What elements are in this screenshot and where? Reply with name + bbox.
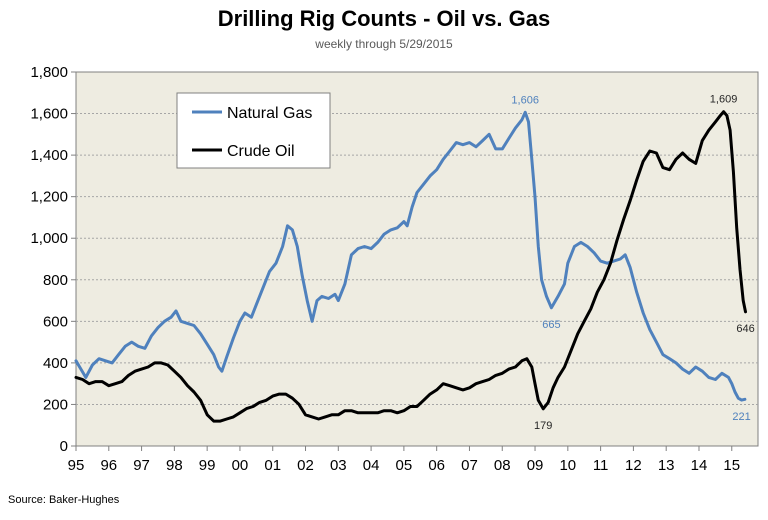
x-tick-label: 07 bbox=[461, 457, 478, 474]
y-tick-label: 0 bbox=[60, 438, 68, 455]
data-label: 665 bbox=[542, 319, 560, 331]
x-tick-label: 15 bbox=[723, 457, 740, 474]
y-tick-label: 800 bbox=[43, 272, 68, 289]
x-tick-label: 95 bbox=[68, 457, 85, 474]
x-tick-label: 06 bbox=[428, 457, 445, 474]
data-label: 1,606 bbox=[511, 94, 539, 106]
chart-subtitle: weekly through 5/29/2015 bbox=[315, 37, 453, 51]
y-tick-label: 1,200 bbox=[30, 189, 68, 206]
x-tick-label: 03 bbox=[330, 457, 347, 474]
crude-oil-line bbox=[74, 110, 747, 423]
x-tick-label: 08 bbox=[494, 457, 511, 474]
x-tick-label: 00 bbox=[232, 457, 249, 474]
legend: Natural Gas Crude Oil bbox=[176, 92, 331, 169]
data-label: 179 bbox=[534, 420, 552, 432]
x-tick-label: 13 bbox=[658, 457, 675, 474]
x-tick-label: 99 bbox=[199, 457, 216, 474]
y-tick-label: 400 bbox=[43, 355, 68, 372]
y-tick-label: 1,600 bbox=[30, 106, 68, 123]
series-lines bbox=[74, 110, 747, 423]
x-tick-label: 02 bbox=[297, 457, 314, 474]
data-label: 646 bbox=[736, 323, 754, 335]
x-tick-label: 04 bbox=[363, 457, 380, 474]
x-tick-label: 05 bbox=[396, 457, 413, 474]
data-annotations: 1,606 665 221 1,609 179 646 bbox=[511, 94, 754, 432]
y-tick-label: 200 bbox=[43, 396, 68, 413]
legend-box bbox=[176, 92, 331, 169]
legend-label-crude-oil: Crude Oil bbox=[227, 143, 295, 160]
x-tick-label: 12 bbox=[625, 457, 642, 474]
x-tick-label: 01 bbox=[264, 457, 281, 474]
x-tick-label: 10 bbox=[559, 457, 576, 474]
axes: 02004006008001,0001,2001,4001,6001,80095… bbox=[30, 64, 740, 474]
chart-title: Drilling Rig Counts - Oil vs. Gas bbox=[217, 6, 551, 31]
y-tick-label: 1,400 bbox=[30, 147, 68, 164]
x-tick-label: 97 bbox=[133, 457, 150, 474]
y-tick-label: 1,000 bbox=[30, 230, 68, 247]
natural-gas-line bbox=[74, 110, 747, 402]
x-tick-label: 11 bbox=[593, 457, 609, 474]
gridlines bbox=[76, 113, 758, 405]
data-label: 221 bbox=[732, 411, 750, 423]
legend-label-natural-gas: Natural Gas bbox=[227, 105, 312, 122]
y-tick-label: 600 bbox=[43, 313, 68, 330]
x-tick-label: 96 bbox=[100, 457, 117, 474]
data-label: 1,609 bbox=[710, 94, 738, 106]
source-note: Source: Baker-Hughes bbox=[8, 494, 120, 506]
y-tick-label: 1,800 bbox=[30, 64, 68, 81]
x-tick-label: 14 bbox=[691, 457, 708, 474]
x-tick-label: 09 bbox=[527, 457, 544, 474]
x-tick-label: 98 bbox=[166, 457, 183, 474]
